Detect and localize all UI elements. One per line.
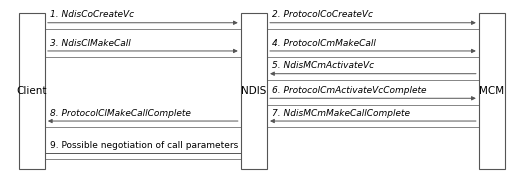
Text: 3. NdisClMakeCall: 3. NdisClMakeCall xyxy=(50,39,131,48)
Text: 9. Possible negotiation of call parameters: 9. Possible negotiation of call paramete… xyxy=(50,141,239,150)
Text: Client: Client xyxy=(16,86,47,96)
Bar xyxy=(19,13,45,169)
Text: 1. NdisCoCreateVc: 1. NdisCoCreateVc xyxy=(50,11,134,19)
Text: 2. ProtocolCoCreateVc: 2. ProtocolCoCreateVc xyxy=(272,11,373,19)
Text: 4. ProtocolCmMakeCall: 4. ProtocolCmMakeCall xyxy=(272,39,376,48)
Text: 8. ProtocolClMakeCallComplete: 8. ProtocolClMakeCallComplete xyxy=(50,109,191,118)
Text: NDIS: NDIS xyxy=(241,86,267,96)
Text: MCM: MCM xyxy=(479,86,505,96)
Bar xyxy=(479,13,505,169)
Text: 6. ProtocolCmActivateVcComplete: 6. ProtocolCmActivateVcComplete xyxy=(272,86,427,95)
Text: 7. NdisMCmMakeCallComplete: 7. NdisMCmMakeCallComplete xyxy=(272,109,411,118)
Bar xyxy=(241,13,267,169)
Text: 5. NdisMCmActivateVc: 5. NdisMCmActivateVc xyxy=(272,62,375,70)
